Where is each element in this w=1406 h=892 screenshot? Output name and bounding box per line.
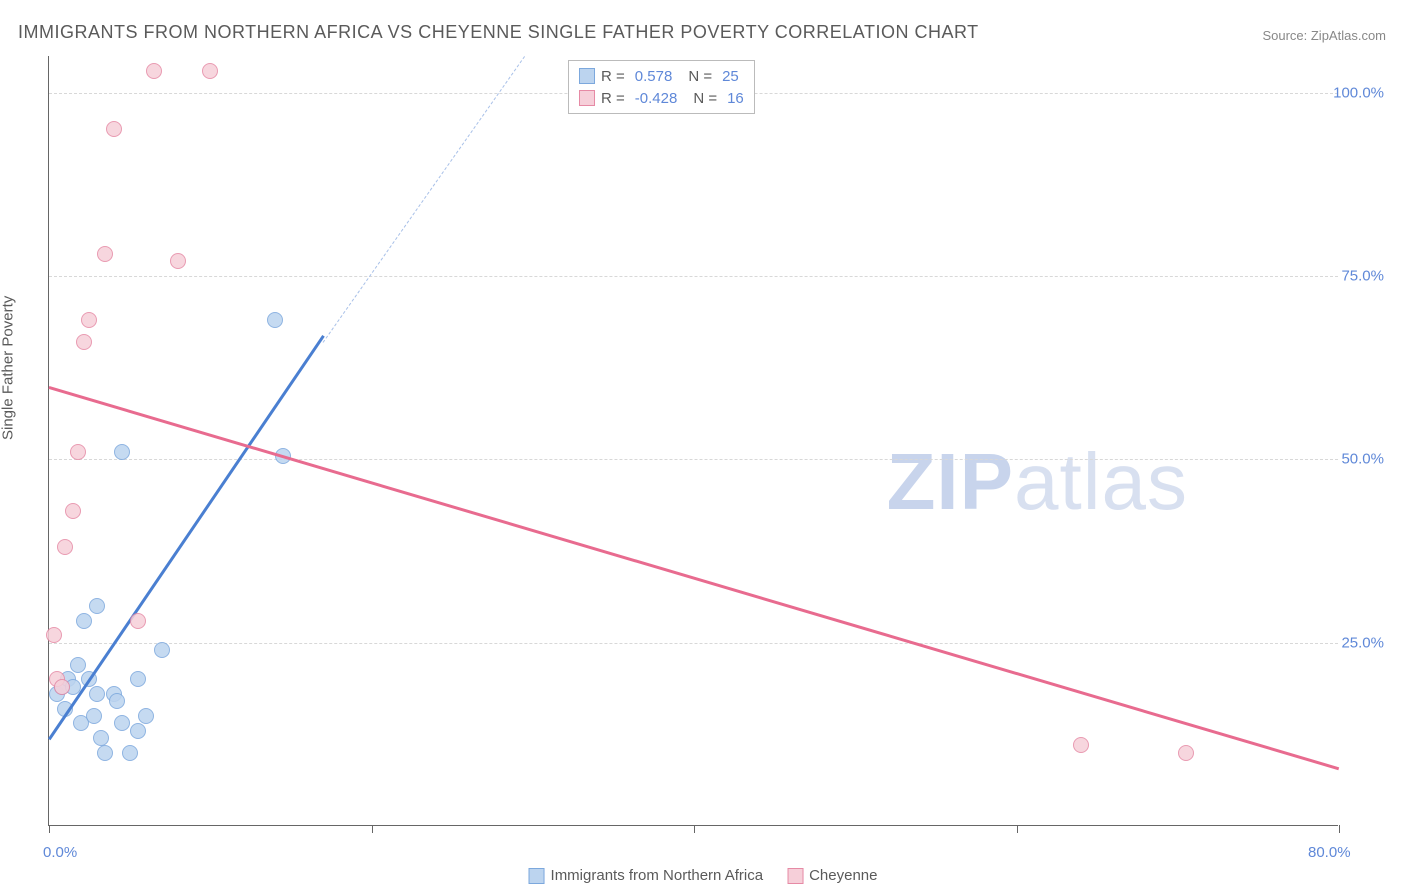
y-tick-label: 25.0%: [1341, 634, 1384, 651]
data-point: [146, 63, 162, 79]
source-attribution: Source: ZipAtlas.com: [1262, 28, 1386, 43]
gridline: [49, 459, 1338, 460]
data-point: [154, 642, 170, 658]
trendline: [49, 386, 1340, 770]
plot-area: ZIPatlas: [48, 56, 1338, 826]
data-point: [170, 253, 186, 269]
data-point: [138, 708, 154, 724]
legend-label-series2: Cheyenne: [809, 867, 877, 884]
swatch-series2: [579, 90, 595, 106]
gridline: [49, 643, 1338, 644]
data-point: [202, 63, 218, 79]
data-point: [54, 679, 70, 695]
data-point: [81, 312, 97, 328]
chart-title: IMMIGRANTS FROM NORTHERN AFRICA VS CHEYE…: [18, 22, 979, 43]
legend: Immigrants from Northern Africa Cheyenne: [529, 867, 878, 884]
y-tick-label: 75.0%: [1341, 268, 1384, 285]
data-point: [86, 708, 102, 724]
swatch-series1: [579, 68, 595, 84]
data-point: [122, 745, 138, 761]
legend-label-series1: Immigrants from Northern Africa: [551, 867, 764, 884]
data-point: [76, 334, 92, 350]
x-tick: [1339, 825, 1340, 833]
data-point: [1073, 737, 1089, 753]
legend-swatch-series1: [529, 868, 545, 884]
x-tick: [1017, 825, 1018, 833]
y-tick-label: 100.0%: [1333, 84, 1384, 101]
x-tick-label-max: 80.0%: [1308, 844, 1351, 861]
data-point: [97, 246, 113, 262]
y-axis-label: Single Father Poverty: [0, 296, 17, 440]
x-tick: [49, 825, 50, 833]
trendline-extension: [323, 56, 525, 343]
chart-container: IMMIGRANTS FROM NORTHERN AFRICA VS CHEYE…: [0, 0, 1406, 892]
x-tick: [372, 825, 373, 833]
data-point: [76, 613, 92, 629]
data-point: [130, 723, 146, 739]
data-point: [57, 539, 73, 555]
x-tick-label-min: 0.0%: [43, 844, 77, 861]
data-point: [89, 686, 105, 702]
data-point: [70, 444, 86, 460]
data-point: [93, 730, 109, 746]
data-point: [1178, 745, 1194, 761]
x-tick: [694, 825, 695, 833]
watermark: ZIPatlas: [887, 436, 1188, 528]
legend-item-series2: Cheyenne: [787, 867, 877, 884]
data-point: [267, 312, 283, 328]
data-point: [89, 598, 105, 614]
data-point: [109, 693, 125, 709]
stats-row-series1: R = 0.578 N = 25: [579, 65, 744, 87]
stats-row-series2: R = -0.428 N = 16: [579, 87, 744, 109]
data-point: [130, 613, 146, 629]
data-point: [65, 503, 81, 519]
trendline: [48, 335, 324, 740]
data-point: [114, 444, 130, 460]
data-point: [97, 745, 113, 761]
data-point: [46, 627, 62, 643]
data-point: [106, 121, 122, 137]
legend-swatch-series2: [787, 868, 803, 884]
gridline: [49, 276, 1338, 277]
data-point: [114, 715, 130, 731]
stats-box: R = 0.578 N = 25 R = -0.428 N = 16: [568, 60, 755, 114]
data-point: [130, 671, 146, 687]
data-point: [70, 657, 86, 673]
legend-item-series1: Immigrants from Northern Africa: [529, 867, 764, 884]
y-tick-label: 50.0%: [1341, 451, 1384, 468]
